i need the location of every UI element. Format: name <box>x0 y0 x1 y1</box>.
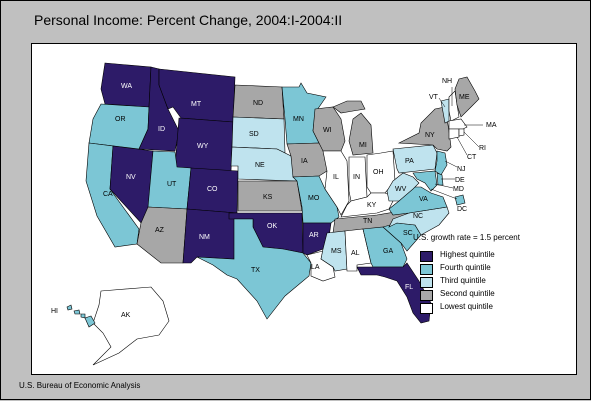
legend-label: Second quintile <box>440 289 495 298</box>
label-AK: AK <box>121 312 131 319</box>
label-IN: IN <box>353 174 360 181</box>
state-PA <box>392 144 438 174</box>
state-OR <box>88 103 150 150</box>
state-RI <box>458 128 465 137</box>
label-VA: VA <box>419 196 428 203</box>
state-CT <box>448 128 460 140</box>
label-MI: MI <box>359 142 367 149</box>
label-CA: CA <box>103 191 113 198</box>
legend-label: Fourth quintile <box>440 263 491 272</box>
label-KS: KS <box>263 194 273 201</box>
map-title: Personal Income: Percent Change, 2004:I-… <box>34 12 343 28</box>
state-AZ <box>136 206 188 264</box>
state-FL <box>356 262 432 324</box>
legend-label: Highest quintile <box>440 250 495 259</box>
legend-item-fourth: Fourth quintile <box>413 263 543 275</box>
legend-item-lowest: Lowest quintile <box>413 302 543 314</box>
label-NM: NM <box>199 234 210 241</box>
legend-note: U.S. growth rate = 1.5 percent <box>413 233 520 242</box>
label-MD: MD <box>453 186 464 193</box>
label-MT: MT <box>191 101 202 108</box>
label-MO: MO <box>308 195 320 202</box>
state-DE <box>436 172 444 186</box>
legend-swatch <box>420 290 433 301</box>
state-ME <box>454 76 480 118</box>
state-MA <box>448 118 468 130</box>
label-DE: DE <box>455 177 465 184</box>
source-note: U.S. Bureau of Economic Analysis <box>19 381 141 390</box>
label-KY: KY <box>367 202 377 209</box>
state-MD <box>412 170 438 192</box>
state-DC <box>454 194 466 206</box>
label-MA: MA <box>486 122 497 129</box>
label-HI: HI <box>51 308 58 315</box>
state-MI <box>348 112 374 156</box>
legend-swatch <box>420 264 433 275</box>
state-TX <box>196 218 312 320</box>
label-WI: WI <box>323 127 332 134</box>
map-legend: U.S. growth rate = 1.5 percent Highest q… <box>413 233 543 315</box>
legend-swatch <box>420 277 433 288</box>
label-NH: NH <box>442 78 452 85</box>
label-AR: AR <box>309 232 319 239</box>
label-SD: SD <box>249 131 259 138</box>
label-AZ: AZ <box>155 227 165 234</box>
label-MN: MN <box>293 116 304 123</box>
state-MI-upper <box>332 100 366 114</box>
label-PA: PA <box>405 158 414 165</box>
label-WY: WY <box>197 143 209 150</box>
state-NJ <box>434 150 448 176</box>
state-NH <box>448 90 460 122</box>
state-NE <box>230 146 298 182</box>
label-UT: UT <box>167 181 177 188</box>
label-SC: SC <box>403 230 413 237</box>
state-WV <box>386 172 420 202</box>
label-TX: TX <box>251 267 260 274</box>
label-WA: WA <box>121 83 132 90</box>
label-IL: IL <box>333 174 339 181</box>
state-MT <box>158 68 236 123</box>
legend-item-second: Second quintile <box>413 289 543 301</box>
legend-item-highest: Highest quintile <box>413 250 543 262</box>
label-IA: IA <box>301 158 308 165</box>
state-AK <box>92 286 170 366</box>
label-OH: OH <box>373 169 384 176</box>
label-LA: LA <box>311 264 320 271</box>
label-NC: NC <box>413 213 423 220</box>
label-OK: OK <box>267 223 277 230</box>
state-HI <box>66 304 96 328</box>
legend-label: Lowest quintile <box>440 302 493 311</box>
label-NE: NE <box>255 162 265 169</box>
legend-swatch <box>420 251 433 262</box>
legend-label: Third quintile <box>440 276 486 285</box>
label-VT: VT <box>429 94 439 101</box>
state-IL <box>322 150 350 216</box>
label-TN: TN <box>363 218 372 225</box>
label-ND: ND <box>253 100 263 107</box>
label-FL: FL <box>405 284 413 291</box>
label-NY: NY <box>425 132 435 139</box>
label-GA: GA <box>383 248 393 255</box>
label-AL: AL <box>351 250 360 257</box>
state-labels: WA OR CA NV ID MT WY UT AZ CO NM ND SD N… <box>51 78 497 319</box>
state-leader-lines <box>430 87 483 200</box>
label-CT: CT <box>467 154 477 161</box>
label-NV: NV <box>126 174 136 181</box>
label-CO: CO <box>207 186 218 193</box>
label-WV: WV <box>395 186 407 193</box>
label-OR: OR <box>115 116 126 123</box>
label-RI: RI <box>479 145 486 152</box>
legend-item-third: Third quintile <box>413 276 543 288</box>
label-DC: DC <box>457 206 467 213</box>
label-ID: ID <box>158 126 165 133</box>
label-NJ: NJ <box>457 166 466 173</box>
legend-swatch <box>420 303 433 314</box>
label-MS: MS <box>331 248 342 255</box>
label-ME: ME <box>459 94 470 101</box>
